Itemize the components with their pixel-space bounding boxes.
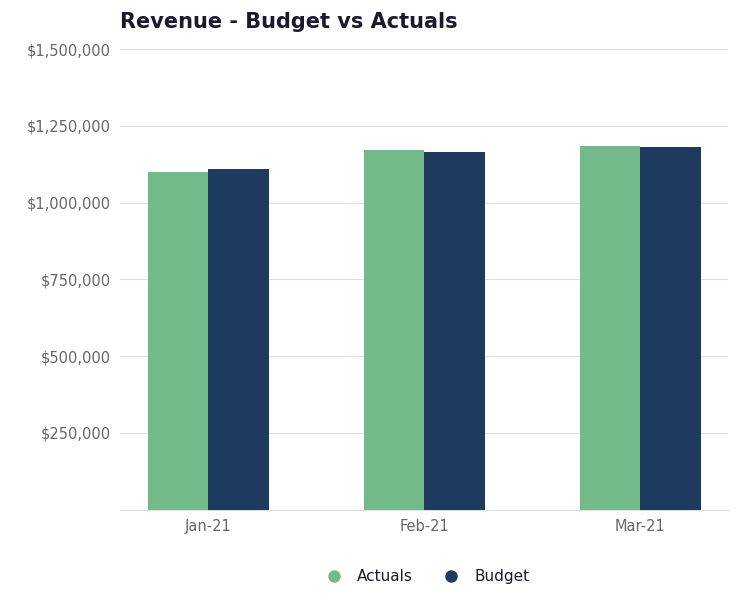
Bar bbox=[148, 172, 208, 510]
Bar bbox=[208, 169, 269, 510]
Text: Revenue - Budget vs Actuals: Revenue - Budget vs Actuals bbox=[120, 12, 458, 33]
Bar bbox=[424, 152, 485, 510]
Bar bbox=[580, 146, 641, 510]
Bar bbox=[363, 150, 424, 510]
Bar bbox=[641, 147, 701, 510]
Legend: Actuals, Budget: Actuals, Budget bbox=[313, 563, 535, 591]
